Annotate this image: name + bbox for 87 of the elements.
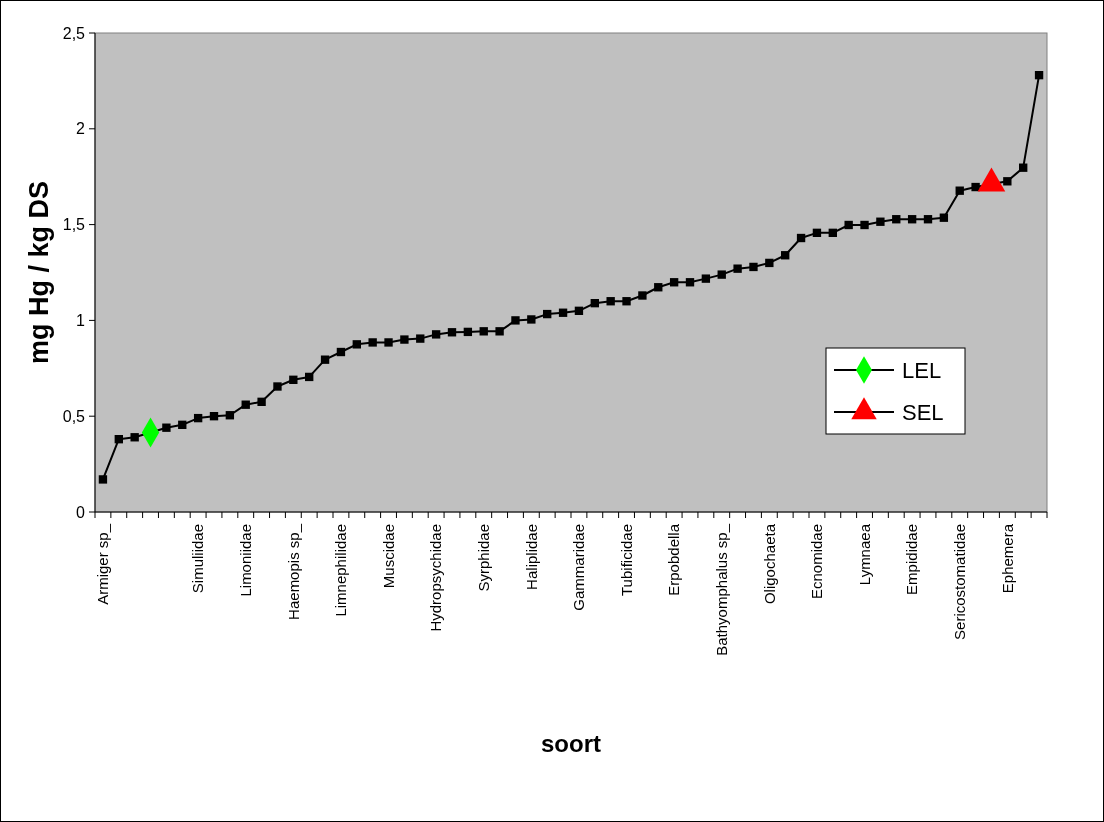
- x-tick-label: Tubificidae: [617, 524, 635, 596]
- point: [114, 435, 123, 444]
- point: [447, 328, 457, 337]
- point: [590, 298, 599, 308]
- point: [654, 283, 663, 292]
- point: [463, 327, 473, 337]
- point: [923, 215, 933, 224]
- point: [384, 338, 393, 347]
- point: [606, 297, 615, 306]
- point: [273, 382, 282, 391]
- point: [860, 220, 869, 230]
- x-tick-label: Limnephilidae: [332, 524, 350, 617]
- point: [130, 433, 139, 442]
- point: [527, 315, 536, 324]
- point: [1019, 163, 1028, 172]
- point: [257, 397, 266, 407]
- point: [971, 182, 980, 192]
- legend-label: LEL: [902, 357, 942, 383]
- point: [162, 423, 171, 432]
- point: [431, 330, 441, 339]
- x-tick-label: Haemopis sp_: [284, 523, 302, 620]
- point: [669, 278, 679, 287]
- x-tick-label: Ephemera: [998, 523, 1016, 594]
- point: [892, 215, 901, 224]
- point: [193, 413, 203, 423]
- x-tick-label: Muscidae: [379, 524, 397, 589]
- point: [209, 412, 219, 421]
- point: [939, 213, 949, 222]
- point: [352, 340, 361, 349]
- x-tick-label: Sericostomatidae: [950, 524, 968, 640]
- point: [479, 327, 488, 336]
- legend-label: SEL: [902, 399, 944, 425]
- x-tick-label: Syrphidae: [474, 524, 492, 592]
- point: [812, 228, 822, 238]
- point: [178, 420, 187, 430]
- point: [638, 291, 647, 300]
- point: [320, 355, 330, 364]
- point: [907, 215, 917, 224]
- x-tick-label: Oligochaeta: [760, 523, 778, 605]
- y-tick-label: 2,5: [62, 24, 86, 42]
- y-axis-title: mg Hg / kg DS: [24, 180, 54, 365]
- x-tick-label: Ecnomidae: [808, 524, 826, 600]
- x-tick-label: Lymnaea: [855, 523, 873, 586]
- point: [495, 327, 504, 336]
- point: [511, 316, 520, 325]
- x-tick-label: Hydropsychidae: [427, 524, 445, 632]
- point: [717, 270, 726, 279]
- point: [1034, 70, 1044, 80]
- point: [781, 251, 790, 260]
- x-tick-label: Bathyomphalus sp_: [712, 523, 730, 656]
- point: [574, 306, 584, 315]
- point: [225, 411, 235, 420]
- point: [305, 372, 314, 382]
- y-tick-label: 2: [76, 120, 86, 138]
- x-tick-label: Gammaridae: [570, 524, 588, 611]
- point: [558, 308, 568, 317]
- point: [400, 335, 409, 344]
- point: [98, 475, 108, 484]
- point: [241, 400, 250, 409]
- point: [336, 347, 346, 357]
- point: [289, 375, 298, 384]
- x-axis-title: soort: [541, 730, 602, 757]
- x-tick-label: Simuliidae: [189, 524, 207, 594]
- point: [749, 262, 758, 272]
- x-tick-label: Haliplidae: [522, 524, 540, 590]
- point: [685, 278, 695, 287]
- y-tick-label: 1: [76, 312, 86, 329]
- point: [844, 220, 853, 230]
- point: [796, 233, 806, 243]
- y-tick-label: 0: [76, 503, 86, 521]
- point: [622, 297, 631, 306]
- point: [416, 334, 425, 343]
- point: [955, 186, 964, 195]
- y-tick-label: 0,5: [62, 407, 86, 425]
- point: [733, 264, 742, 273]
- point: [543, 309, 552, 319]
- point: [876, 217, 885, 226]
- point: [701, 274, 711, 283]
- y-tick-label: 1,5: [62, 216, 86, 234]
- x-tick-label: Limoniidae: [236, 524, 254, 597]
- point: [765, 258, 774, 268]
- x-tick-label: Empididae: [903, 524, 921, 595]
- point: [1003, 177, 1012, 186]
- x-tick-label: Armiger sp_: [94, 523, 112, 605]
- x-tick-label: Erpobdella: [665, 523, 683, 596]
- point: [368, 338, 377, 347]
- point: [828, 228, 837, 238]
